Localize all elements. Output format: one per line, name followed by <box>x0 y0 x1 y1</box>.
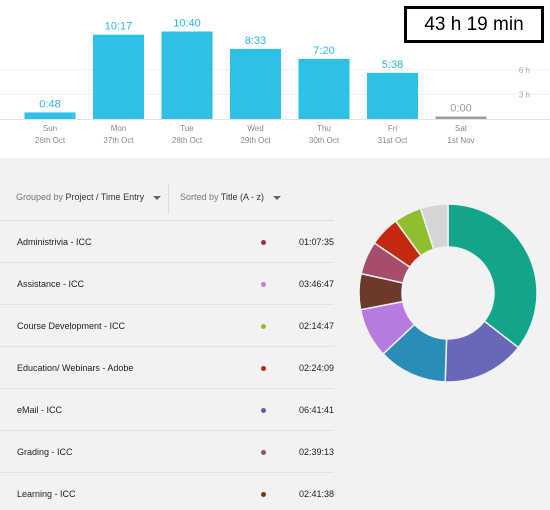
list-controls: Grouped by Project / Time Entry Sorted b… <box>0 178 334 218</box>
bar-sun[interactable] <box>24 112 76 119</box>
date-label: 31st Oct <box>378 136 409 145</box>
color-dot-icon <box>261 492 266 497</box>
color-dot-icon <box>261 324 266 329</box>
group-by-prefix: Grouped by <box>16 192 64 202</box>
bar-value-label: 8:33 <box>245 35 266 47</box>
entry-title: Assistance - ICC <box>17 279 85 289</box>
bar-sat[interactable] <box>435 116 487 120</box>
day-label: Sat <box>455 124 468 133</box>
date-label: 29th Oct <box>240 136 271 145</box>
y-tick-label: 3 h <box>519 90 530 99</box>
chevron-down-icon <box>272 195 281 200</box>
controls-divider <box>168 184 169 214</box>
entry-duration: 01:07:35 <box>299 237 335 247</box>
color-dot-icon <box>261 450 266 455</box>
list-item[interactable]: Learning - ICC 02:41:38 <box>0 473 334 510</box>
date-label: 27th Oct <box>103 136 134 145</box>
list-item[interactable]: Grading - ICC 02:39:13 <box>0 431 334 473</box>
bar-value-label: 0:48 <box>39 98 60 110</box>
bar-value-label: 5:38 <box>382 59 403 71</box>
bar-fri[interactable] <box>367 72 418 119</box>
bar-value-label: 10:17 <box>105 21 133 33</box>
color-dot-icon <box>261 282 266 287</box>
date-label: 30th Oct <box>309 136 340 145</box>
sort-by-value: Title (A - z) <box>220 192 265 202</box>
entry-duration: 02:39:13 <box>299 447 335 457</box>
date-label: 1st Nov <box>447 136 474 145</box>
donut-segment[interactable] <box>447 203 538 349</box>
chevron-down-icon <box>152 195 161 200</box>
list-item[interactable]: eMail - ICC 06:41:41 <box>0 389 334 431</box>
group-by-dropdown[interactable]: Grouped by Project / Time Entry <box>16 192 161 202</box>
entry-title: Administrivia - ICC <box>17 237 92 247</box>
entry-duration: 06:41:41 <box>299 405 335 415</box>
entry-duration: 02:14:47 <box>299 321 335 331</box>
entry-title: eMail - ICC <box>17 405 63 415</box>
entry-duration: 02:24:09 <box>299 363 335 373</box>
date-label: 28th Oct <box>172 136 203 145</box>
daily-chart-panel: 6 h 3 h 0:48 Sun 26th Oct 10:17 Mon 27th Oct 10:… <box>0 0 550 158</box>
entry-title: Course Development - ICC <box>17 321 126 331</box>
day-label: Wed <box>247 124 263 133</box>
bar-tue[interactable] <box>161 31 213 120</box>
color-dot-icon <box>261 240 266 245</box>
total-time-display: 43 h 19 min <box>404 6 544 43</box>
color-dot-icon <box>261 408 266 413</box>
list-item[interactable]: Administrivia - ICC 01:07:35 <box>0 221 334 263</box>
donut-segment[interactable] <box>419 203 449 251</box>
day-label: Sun <box>43 124 57 133</box>
daily-bar-chart: 6 h 3 h 0:48 Sun 26th Oct 10:17 Mon 27th Oct 10:… <box>0 18 550 145</box>
sort-by-prefix: Sorted by <box>180 192 219 202</box>
day-label: Thu <box>317 124 331 133</box>
project-donut-chart <box>358 203 538 383</box>
entry-duration: 03:46:47 <box>299 279 335 289</box>
date-label: 26th Oct <box>35 136 66 145</box>
bar-value-label: 0:00 <box>450 103 471 115</box>
list-item[interactable]: Education/ Webinars - Adobe 02:24:09 <box>0 347 334 389</box>
bar-wed[interactable] <box>230 48 281 119</box>
list-item[interactable]: Course Development - ICC 02:14:47 <box>0 305 334 347</box>
group-by-value: Project / Time Entry <box>65 192 145 202</box>
bar-thu[interactable] <box>298 58 350 119</box>
sort-by-dropdown[interactable]: Sorted by Title (A - z) <box>180 192 281 202</box>
list-item[interactable]: Assistance - ICC 03:46:47 <box>0 263 334 305</box>
entry-duration: 02:41:38 <box>299 489 335 499</box>
entry-list: Administrivia - ICC 01:07:35 Assistance … <box>0 221 334 510</box>
entry-title: Education/ Webinars - Adobe <box>17 363 134 373</box>
controls-divider-line <box>0 220 334 221</box>
bar-value-label: 7:20 <box>313 45 334 57</box>
entry-title: Learning - ICC <box>17 489 76 499</box>
bar-mon[interactable] <box>93 34 144 120</box>
day-label: Mon <box>111 124 127 133</box>
entry-title: Grading - ICC <box>17 447 73 457</box>
y-tick-label: 6 h <box>519 66 530 75</box>
day-label: Tue <box>180 124 194 133</box>
bar-value-label: 10:40 <box>173 18 201 30</box>
color-dot-icon <box>261 366 266 371</box>
day-label: Fri <box>388 124 398 133</box>
